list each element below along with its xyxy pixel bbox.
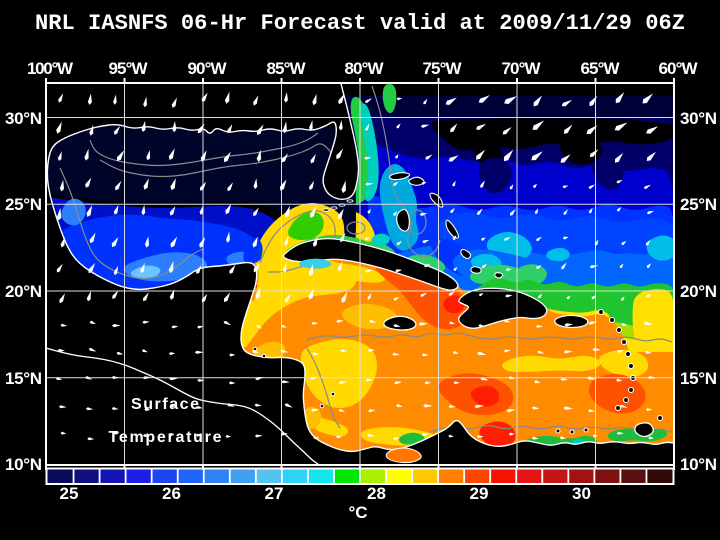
svg-text:30: 30 xyxy=(572,484,591,503)
svg-text:26: 26 xyxy=(162,484,181,503)
svg-text:Temperature: Temperature xyxy=(109,429,222,446)
svg-text:30°N: 30°N xyxy=(680,109,717,128)
svg-text:29: 29 xyxy=(470,484,489,503)
svg-text:30°N: 30°N xyxy=(5,109,42,128)
svg-text:25°N: 25°N xyxy=(5,195,42,214)
svg-text:10°N: 10°N xyxy=(680,455,717,474)
svg-text:70°W: 70°W xyxy=(502,59,542,78)
svg-text:NRL IASNFS 06-Hr Forecast val: NRL IASNFS 06-Hr Forecast valid at 2009/… xyxy=(35,11,685,36)
svg-text:90°W: 90°W xyxy=(188,59,228,78)
svg-text:95°W: 95°W xyxy=(109,59,149,78)
svg-text:80°W: 80°W xyxy=(345,59,385,78)
svg-text:20°N: 20°N xyxy=(5,282,42,301)
svg-text:°C: °C xyxy=(348,503,367,522)
svg-text:27: 27 xyxy=(265,484,284,503)
svg-text:28: 28 xyxy=(367,484,386,503)
svg-text:75°W: 75°W xyxy=(423,59,463,78)
svg-text:100°W: 100°W xyxy=(27,59,74,78)
svg-text:15°N: 15°N xyxy=(5,369,42,388)
svg-text:65°W: 65°W xyxy=(581,59,621,78)
svg-text:25: 25 xyxy=(60,484,79,503)
svg-text:85°W: 85°W xyxy=(267,59,307,78)
svg-text:60°W: 60°W xyxy=(659,59,699,78)
svg-text:20°N: 20°N xyxy=(680,282,717,301)
svg-text:Surface: Surface xyxy=(131,396,199,413)
svg-text:15°N: 15°N xyxy=(680,369,717,388)
svg-text:25°N: 25°N xyxy=(680,195,717,214)
svg-text:10°N: 10°N xyxy=(5,455,42,474)
